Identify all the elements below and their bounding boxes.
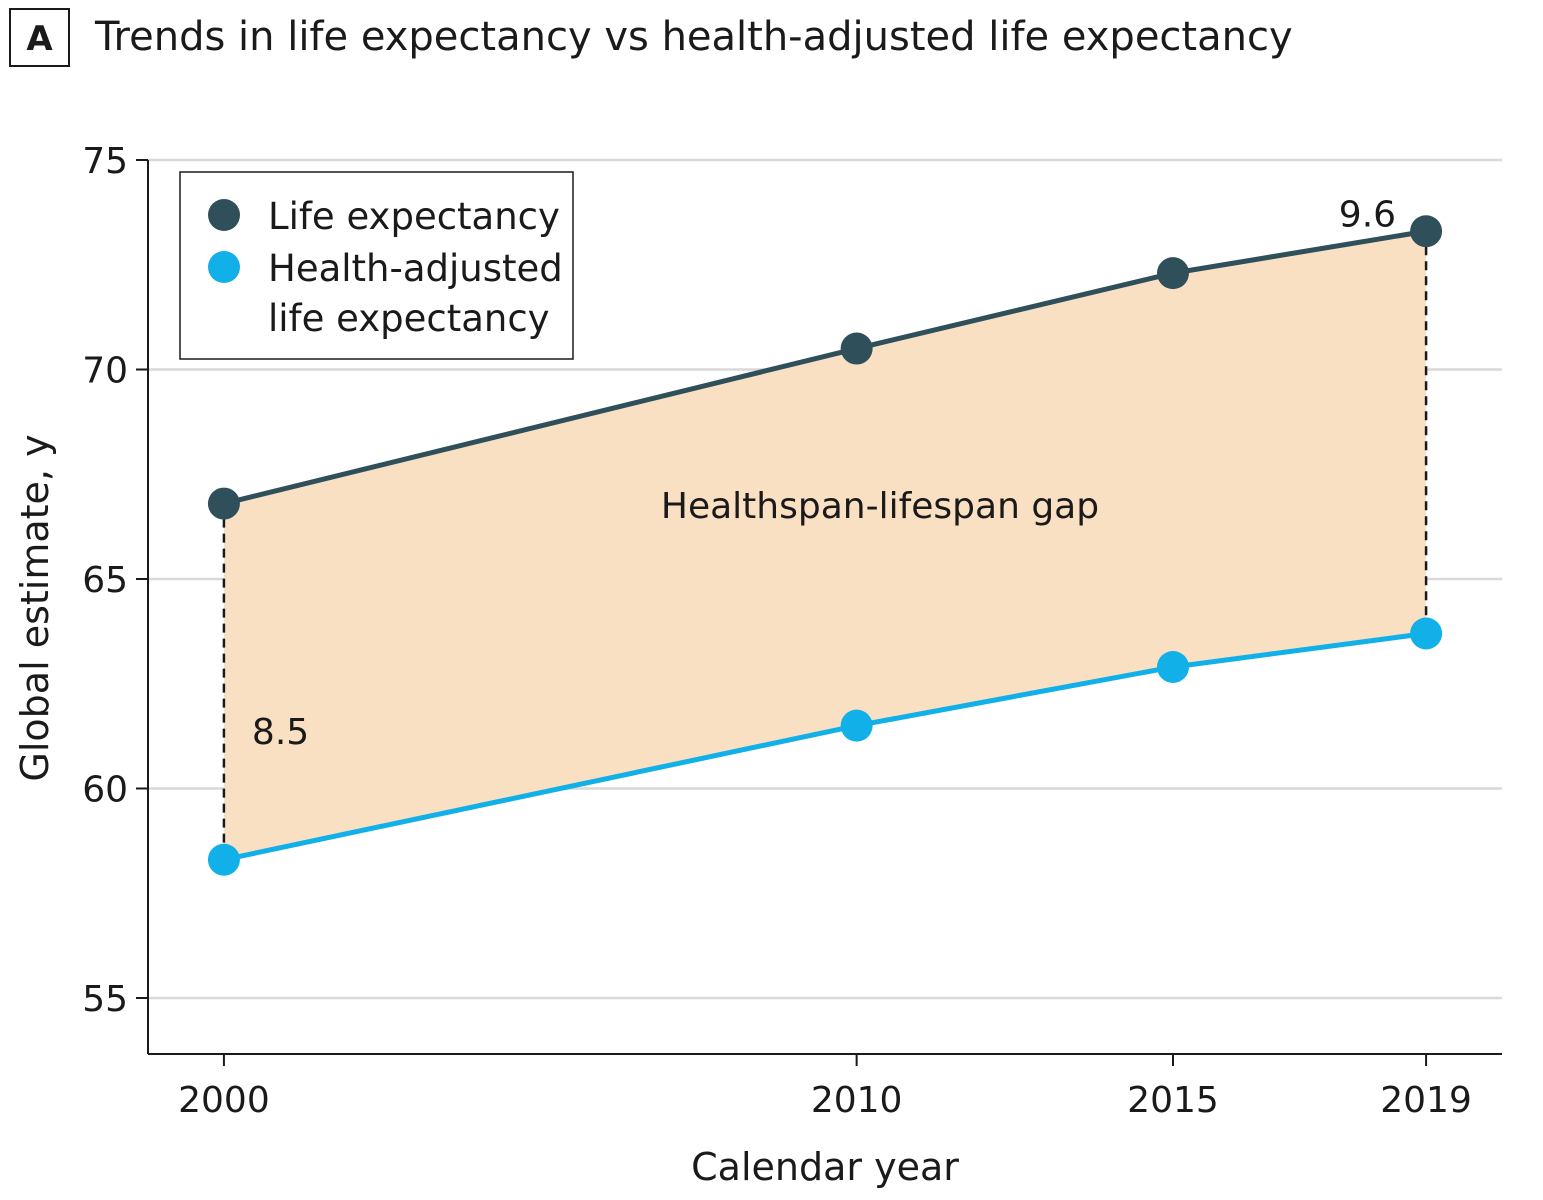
gap-area bbox=[223, 231, 1427, 860]
y-tick-label: 75 bbox=[82, 141, 128, 182]
legend-marker-life-expectancy bbox=[208, 199, 240, 231]
y-tick-label: 70 bbox=[82, 351, 128, 392]
legend-box bbox=[179, 171, 574, 360]
y-tick-label: 65 bbox=[82, 560, 128, 601]
life-expectancy-line bbox=[223, 228, 1427, 507]
fill-layer bbox=[223, 231, 1427, 860]
health-adjusted-point bbox=[840, 709, 873, 742]
x-axis-title: Calendar year bbox=[691, 1145, 959, 1189]
legend-marker-health-adjusted bbox=[208, 251, 240, 283]
legend-label-life-expectancy: Life expectancy bbox=[268, 195, 560, 238]
gap-value-label: 9.6 bbox=[1339, 194, 1396, 235]
line-layer bbox=[223, 228, 1427, 863]
y-tick-label: 60 bbox=[82, 770, 128, 811]
life-expectancy-point bbox=[1410, 215, 1443, 248]
y-tick-label: 55 bbox=[82, 979, 128, 1020]
panel-label-box bbox=[9, 8, 70, 67]
gap-value-label: 8.5 bbox=[252, 712, 309, 753]
life-expectancy-point bbox=[840, 332, 873, 365]
health-adjusted-point bbox=[207, 843, 240, 876]
health-adjusted-point bbox=[1156, 650, 1189, 683]
legend-label-health-adjusted-line1: Health-adjusted bbox=[268, 247, 563, 290]
life-expectancy-point bbox=[207, 487, 240, 520]
gap-area-label: Healthspan-lifespan gap bbox=[661, 486, 1099, 527]
axis-layer: 55 60 65 70 75 2000 2010 2015 2019 bbox=[82, 141, 1502, 1121]
gap-layer: 8.5 9.6 bbox=[222, 194, 1428, 860]
health-adjusted-point bbox=[1410, 617, 1443, 650]
x-tick-label: 2019 bbox=[1380, 1080, 1472, 1121]
x-tick-label: 2015 bbox=[1127, 1080, 1219, 1121]
x-tick-label: 2010 bbox=[811, 1080, 903, 1121]
x-tick-label: 2000 bbox=[178, 1080, 270, 1121]
legend-label-health-adjusted-line2: life expectancy bbox=[268, 297, 550, 340]
point-layer bbox=[207, 215, 1443, 876]
health-adjusted-line bbox=[223, 630, 1427, 863]
chart-title: Trends in life expectancy vs health-adju… bbox=[94, 14, 1293, 60]
legend: Life expectancy Health-adjusted life exp… bbox=[179, 171, 574, 360]
life-expectancy-point bbox=[1156, 257, 1189, 290]
y-axis-title: Global estimate, y bbox=[13, 434, 57, 781]
panel-label: A bbox=[26, 19, 53, 59]
